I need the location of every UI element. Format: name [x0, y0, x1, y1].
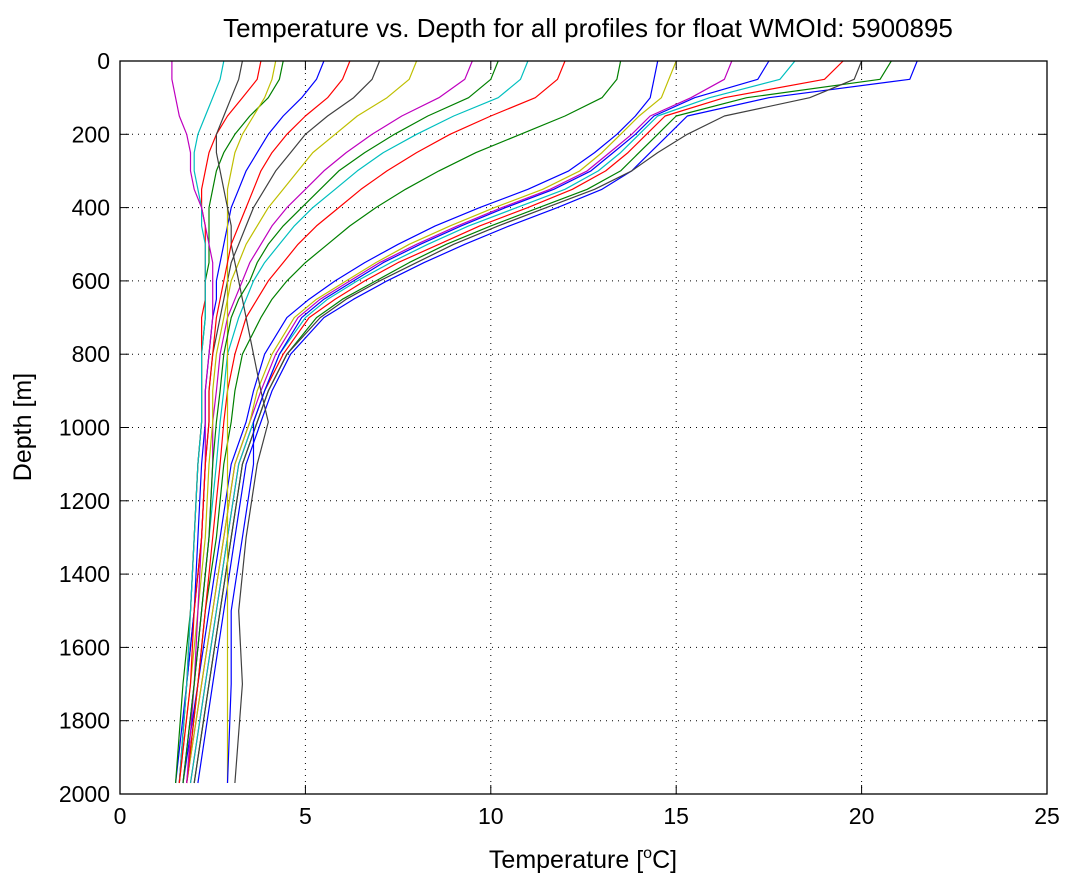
y-tick-label: 1800 — [59, 708, 110, 734]
profile-line — [215, 60, 269, 784]
y-tick-label: 0 — [97, 48, 110, 74]
profile-line — [186, 60, 622, 784]
profile-line — [186, 60, 566, 784]
y-tick-label: 200 — [72, 121, 110, 147]
x-tick-label: 5 — [299, 803, 312, 829]
profile-line — [178, 60, 225, 784]
profile-line — [178, 60, 351, 784]
profile-line — [182, 60, 499, 784]
profile-line — [193, 60, 863, 784]
x-tick-label: 0 — [114, 803, 127, 829]
profile-lines — [171, 60, 918, 784]
profile-line — [189, 60, 796, 784]
x-axis-label-prefix: Temperature [ — [489, 846, 643, 874]
x-axis-label: Temperature [oC] — [489, 845, 677, 874]
y-tick-label: 1000 — [59, 415, 110, 441]
profile-line — [178, 60, 418, 784]
x-tick-label: 20 — [849, 803, 875, 829]
profile-line — [182, 60, 529, 784]
x-tick-label: 10 — [478, 803, 504, 829]
y-tick-label: 1400 — [59, 561, 110, 587]
y-axis-label: Depth [m] — [9, 373, 37, 481]
x-axis-label-suffix: C] — [652, 846, 677, 874]
profile-line — [186, 60, 677, 784]
x-axis-label-superscript: o — [643, 845, 652, 862]
x-tick-label: 25 — [1034, 803, 1060, 829]
y-tick-label: 800 — [72, 341, 110, 367]
profile-line — [175, 60, 325, 784]
y-tick-label: 400 — [72, 195, 110, 221]
y-tick-label: 2000 — [59, 781, 110, 807]
axis-ticks — [119, 60, 1048, 795]
profile-line — [197, 60, 918, 784]
chart-title: Temperature vs. Depth for all profiles f… — [223, 13, 953, 43]
profile-line — [226, 60, 770, 784]
grid-lines — [120, 61, 1047, 794]
y-tick-label: 600 — [72, 268, 110, 294]
x-tick-label: 15 — [663, 803, 689, 829]
y-tick-labels: 0 200 400 600 800 1000 1200 1400 1600 1800 2000 — [59, 48, 110, 807]
y-tick-label: 1600 — [59, 634, 110, 660]
x-tick-labels: 0 5 10 15 20 25 — [114, 803, 1060, 829]
y-tick-label: 1200 — [59, 488, 110, 514]
